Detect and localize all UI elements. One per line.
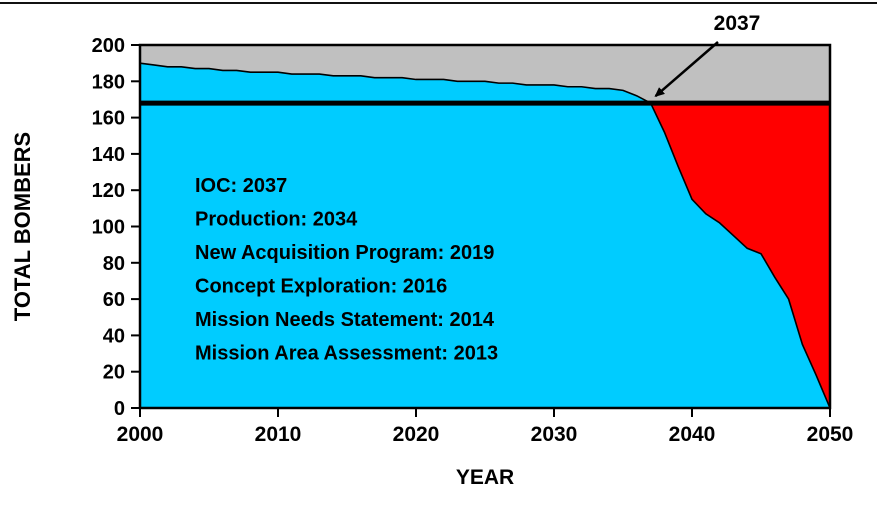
y-axis-tick-label: 160 — [92, 108, 125, 130]
y-axis-tick-label: 200 — [92, 35, 125, 57]
x-axis-tick-label: 2010 — [255, 423, 302, 446]
page-divider — [0, 2, 877, 4]
y-axis-tick-label: 180 — [92, 71, 125, 93]
milestone-label: Concept Exploration: 2016 — [195, 276, 447, 298]
bomber-inventory-area — [140, 63, 830, 409]
y-axis-title: TOTAL BOMBERS — [10, 132, 35, 321]
x-axis-title: YEAR — [456, 466, 514, 489]
milestone-label: Production: 2034 — [195, 209, 358, 231]
milestone-label: IOC: 2037 — [195, 175, 287, 197]
y-axis-tick-label: 0 — [114, 398, 125, 420]
y-axis-tick-label: 100 — [92, 217, 125, 239]
y-axis-tick-label: 80 — [103, 253, 125, 275]
inventory-line — [139, 62, 831, 409]
x-axis-tick-label: 2050 — [807, 423, 854, 446]
milestone-label: Mission Needs Statement: 2014 — [195, 309, 495, 331]
x-axis-tick-label: 2040 — [669, 423, 716, 446]
y-axis-tick-label: 20 — [103, 362, 125, 384]
y-axis-tick-label: 60 — [103, 289, 125, 311]
y-axis-tick-label: 40 — [103, 325, 125, 347]
x-axis-tick-label: 2030 — [531, 423, 578, 446]
annotation-arrow — [654, 41, 719, 98]
milestone-label: New Acquisition Program: 2019 — [195, 242, 494, 264]
y-axis-tick-label: 140 — [92, 144, 125, 166]
x-axis-tick-label: 2020 — [393, 423, 440, 446]
milestone-label: Mission Area Assessment: 2013 — [195, 343, 498, 365]
y-axis-tick-label: 120 — [92, 180, 125, 202]
annotation-label: 2037 — [714, 12, 761, 35]
x-axis-tick-label: 2000 — [117, 423, 164, 446]
